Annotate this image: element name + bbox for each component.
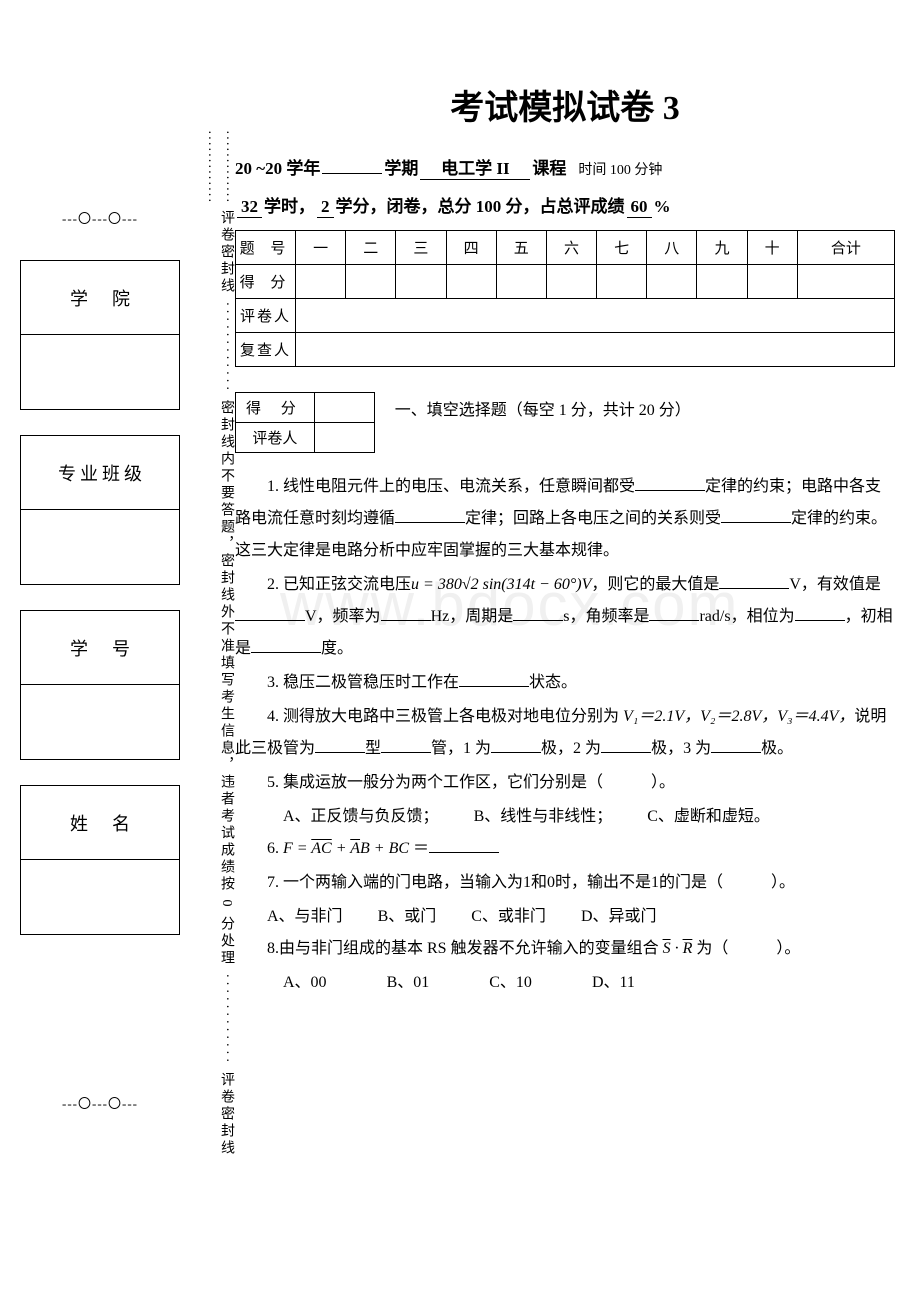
score-table: 题 号 一 二 三 四 五 六 七 八 九 十 合计 得 分 评卷人 复查人	[235, 230, 895, 367]
question-5-options: A、正反馈与负反馈；B、线性与非线性；C、虚断和虚短。	[235, 801, 895, 833]
main-content: 考试模拟试卷 3 20 ~20 学年 学期 电工学 II 课程 时间 100 分…	[235, 80, 895, 999]
question-6: 6. F = AC + AB + BC ＝	[235, 833, 895, 865]
header-line-1: 20 ~20 学年 学期 电工学 II 课程 时间 100 分钟	[235, 154, 895, 180]
course-name: 电工学 II	[420, 154, 530, 180]
college-blank[interactable]	[20, 335, 180, 410]
college-box: 学院	[20, 260, 180, 335]
table-row: 得 分	[236, 265, 895, 299]
exam-title: 考试模拟试卷 3	[235, 80, 895, 129]
question-1: 1. 线性电阻元件上的电压、电流关系，任意瞬间都受定律的约束；电路中各支路电流任…	[235, 471, 895, 567]
question-8-options: A、00B、01C、10D、11	[235, 967, 895, 999]
question-4: 4. 测得放大电路中三极管上各电极对地电位分别为 V₁＝2.1V，V₂＝2.8V…	[235, 701, 895, 765]
id-box: 学号	[20, 610, 180, 685]
class-box: 专业班级	[20, 435, 180, 510]
header-line-2: 32 学时， 2 学分，闭卷，总分 100 分，占总评成绩 60 %	[235, 192, 895, 218]
section-1-title: 一、填空选择题（每空 1 分，共计 20 分）	[395, 392, 691, 420]
dash-top: ---〇---〇---	[20, 208, 180, 227]
question-2: 2. 已知正弦交流电压u = 380√2 sin(314t − 60°)V，则它…	[235, 569, 895, 665]
table-row: 复查人	[236, 333, 895, 367]
table-row: 评卷人	[236, 299, 895, 333]
question-3: 3. 稳压二极管稳压时工作在状态。	[235, 667, 895, 699]
table-header-row: 题 号 一 二 三 四 五 六 七 八 九 十 合计	[236, 231, 895, 265]
section-1-header: 得 分 评卷人 一、填空选择题（每空 1 分，共计 20 分）	[235, 392, 895, 453]
question-8: 8.由与非门组成的基本 RS 触发器不允许输入的变量组合 S · R 为（ ）。	[235, 933, 895, 965]
left-margin-panel: ---〇---〇--- 学院 专业班级 学号 姓名 ---〇---〇---	[20, 200, 180, 1120]
section-score-table: 得 分 评卷人	[235, 392, 375, 453]
question-7: 7. 一个两输入端的门电路，当输入为1和0时，输出不是1的门是（ ）。	[235, 867, 895, 899]
question-5: 5. 集成运放一般分为两个工作区，它们分别是（ ）。	[235, 767, 895, 799]
id-blank[interactable]	[20, 685, 180, 760]
dash-bottom: ---〇---〇---	[20, 1093, 180, 1112]
question-7-options: A、与非门B、或门C、或非门D、异或门	[235, 901, 895, 933]
name-blank[interactable]	[20, 860, 180, 935]
semester-blank[interactable]	[322, 154, 382, 174]
seal-line-text: ············· 评卷密封线 ············ 密封线内不要答…	[200, 130, 236, 1230]
name-box: 姓名	[20, 785, 180, 860]
class-blank[interactable]	[20, 510, 180, 585]
